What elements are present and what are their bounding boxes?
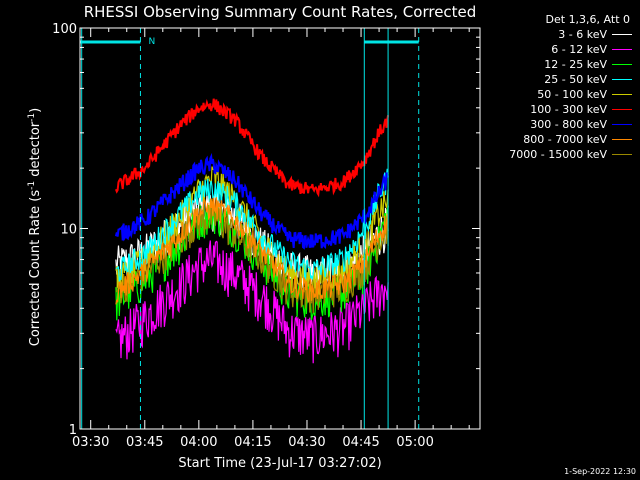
legend-swatch	[612, 139, 632, 140]
legend-entry: 12 - 25 keV	[484, 57, 636, 72]
x-tick-label: 03:30	[72, 435, 109, 450]
y-label-sup: -1	[27, 113, 37, 122]
y-label-part: )	[28, 108, 43, 113]
legend-entry-label: 3 - 6 keV	[558, 28, 607, 41]
x-tick-label: 04:30	[288, 435, 325, 450]
generated-timestamp: 1-Sep-2022 12:30	[564, 467, 636, 476]
plot-marks-layer: N	[80, 28, 420, 429]
legend-entry: 50 - 100 keV	[484, 87, 636, 102]
legend-swatch	[612, 109, 632, 110]
y-tick-label: 100	[52, 22, 77, 37]
x-tick-label: 04:45	[342, 435, 379, 450]
legend-swatch	[612, 79, 632, 80]
x-tick-label: 05:00	[396, 435, 433, 450]
y-label-sup: -1	[27, 181, 37, 190]
legend-entry-label: 7000 - 15000 keV	[509, 148, 607, 161]
series-line	[115, 168, 389, 282]
legend-entry-label: 800 - 7000 keV	[523, 133, 607, 146]
x-axis-label: Start Time (23-Jul-17 03:27:02)	[178, 456, 381, 471]
legend-entry: 3 - 6 keV	[484, 27, 636, 42]
y-label-part: detector	[28, 121, 43, 181]
legend-swatch	[612, 34, 632, 35]
legend-entry-label: 12 - 25 keV	[544, 58, 607, 71]
legend-swatch	[612, 49, 632, 50]
y-tick-label: 10	[60, 223, 77, 238]
x-tick-label: 04:00	[180, 435, 217, 450]
legend-swatch	[612, 124, 632, 125]
legend: Det 1,3,6, Att 0 3 - 6 keV 6 - 12 keV 12 -…	[484, 12, 636, 162]
y-axis-label: Corrected Count Rate (s-1 detector-1)	[27, 108, 43, 346]
legend-entry-label: 100 - 300 keV	[530, 103, 607, 116]
legend-title: Det 1,3,6, Att 0	[545, 13, 630, 26]
series-line	[114, 98, 390, 198]
legend-entry-label: 50 - 100 keV	[537, 88, 607, 101]
legend-entry-label: 300 - 800 keV	[530, 118, 607, 131]
x-tick-label: 04:15	[234, 435, 271, 450]
legend-entry: 6 - 12 keV	[484, 42, 636, 57]
series-line	[114, 152, 390, 250]
legend-swatch	[612, 94, 632, 95]
series-line	[115, 240, 389, 364]
legend-entry-label: 25 - 50 keV	[544, 73, 607, 86]
legend-entry: 25 - 50 keV	[484, 72, 636, 87]
axis-ticks: 1 10 100 03:30 03:45 04:00 04:15 04:30 04:45 05:0…	[52, 22, 480, 450]
legend-swatch	[612, 64, 632, 65]
chart-title: RHESSI Observing Summary Count Rates, Co…	[84, 3, 477, 21]
y-tick-label: 1	[69, 423, 77, 438]
plot-data-layer	[114, 98, 390, 364]
legend-entry: 800 - 7000 keV	[484, 132, 636, 147]
legend-entry-label: 6 - 12 keV	[551, 43, 607, 56]
legend-entry: 300 - 800 keV	[484, 117, 636, 132]
night-bar-label: N	[148, 37, 155, 47]
legend-swatch	[612, 154, 632, 155]
legend-entry: 7000 - 15000 keV	[484, 147, 636, 162]
series-line	[115, 197, 389, 305]
y-label-part: Corrected Count Rate (s	[28, 190, 43, 347]
legend-entry: 100 - 300 keV	[484, 102, 636, 117]
x-tick-label: 03:45	[126, 435, 163, 450]
legend-rows: 3 - 6 keV 6 - 12 keV 12 - 25 keV 25 - 50 ke…	[484, 27, 636, 162]
